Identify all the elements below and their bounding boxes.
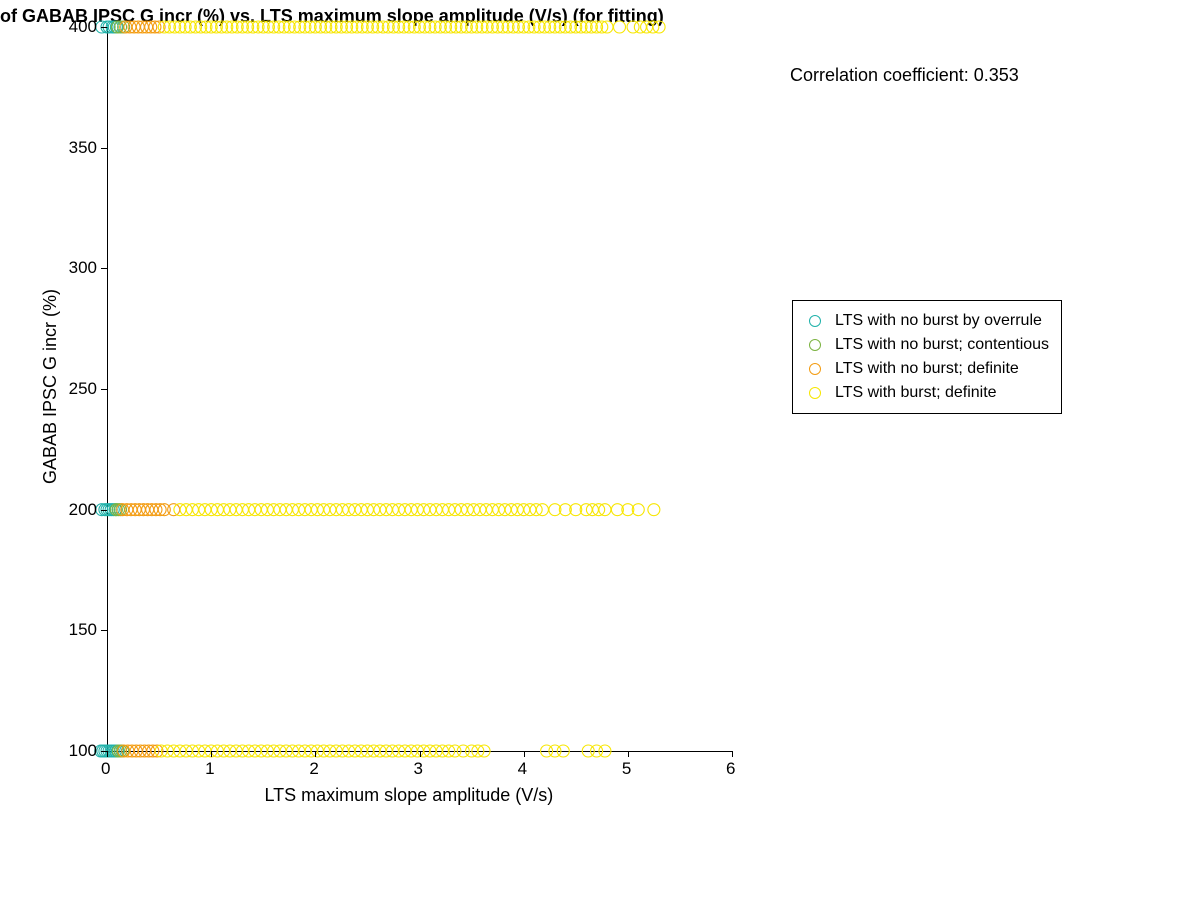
scatter-marker	[614, 21, 626, 33]
x-tick-label: 6	[726, 759, 735, 779]
legend-item: LTS with no burst by overrule	[805, 309, 1049, 333]
y-axis-label: GABAB IPSC G incr (%)	[40, 289, 61, 484]
x-tick	[628, 751, 629, 757]
x-tick	[524, 751, 525, 757]
legend-item: LTS with no burst; contentious	[805, 333, 1049, 357]
scatter-marker	[648, 504, 660, 516]
y-tick	[101, 510, 107, 511]
x-tick-label: 5	[622, 759, 631, 779]
scatter-marker	[599, 745, 611, 757]
y-tick-label: 400	[69, 17, 97, 37]
y-tick	[101, 751, 107, 752]
legend-label: LTS with no burst; contentious	[835, 336, 1049, 354]
legend: LTS with no burst by overrule LTS with no…	[792, 300, 1062, 414]
legend-marker-icon	[809, 363, 821, 375]
y-tick-label: 350	[69, 138, 97, 158]
legend-item: LTS with burst; definite	[805, 381, 1049, 405]
y-tick	[101, 27, 107, 28]
legend-item: LTS with no burst; definite	[805, 357, 1049, 381]
legend-marker-icon	[809, 339, 821, 351]
x-tick-label: 4	[518, 759, 527, 779]
legend-label: LTS with no burst; definite	[835, 360, 1019, 378]
correlation-annotation: Correlation coefficient: 0.353	[790, 65, 1019, 86]
x-tick-label: 0	[101, 759, 110, 779]
x-tick	[315, 751, 316, 757]
y-tick-label: 250	[69, 379, 97, 399]
x-axis-label: LTS maximum slope amplitude (V/s)	[265, 785, 554, 806]
y-tick-label: 300	[69, 258, 97, 278]
legend-marker-icon	[809, 315, 821, 327]
x-tick	[420, 751, 421, 757]
scatter-marker	[557, 745, 569, 757]
y-tick	[101, 389, 107, 390]
y-tick-label: 200	[69, 500, 97, 520]
legend-label: LTS with burst; definite	[835, 384, 997, 402]
scatter-points	[0, 0, 1200, 900]
scatter-marker	[627, 21, 639, 33]
y-tick-label: 150	[69, 620, 97, 640]
x-tick-label: 3	[414, 759, 423, 779]
x-tick	[211, 751, 212, 757]
y-tick	[101, 630, 107, 631]
x-tick-label: 2	[309, 759, 318, 779]
y-tick-label: 100	[69, 741, 97, 761]
x-tick	[107, 751, 108, 757]
legend-label: LTS with no burst by overrule	[835, 312, 1042, 330]
x-tick	[732, 751, 733, 757]
y-tick	[101, 268, 107, 269]
x-tick-label: 1	[205, 759, 214, 779]
legend-marker-icon	[809, 387, 821, 399]
y-tick	[101, 148, 107, 149]
